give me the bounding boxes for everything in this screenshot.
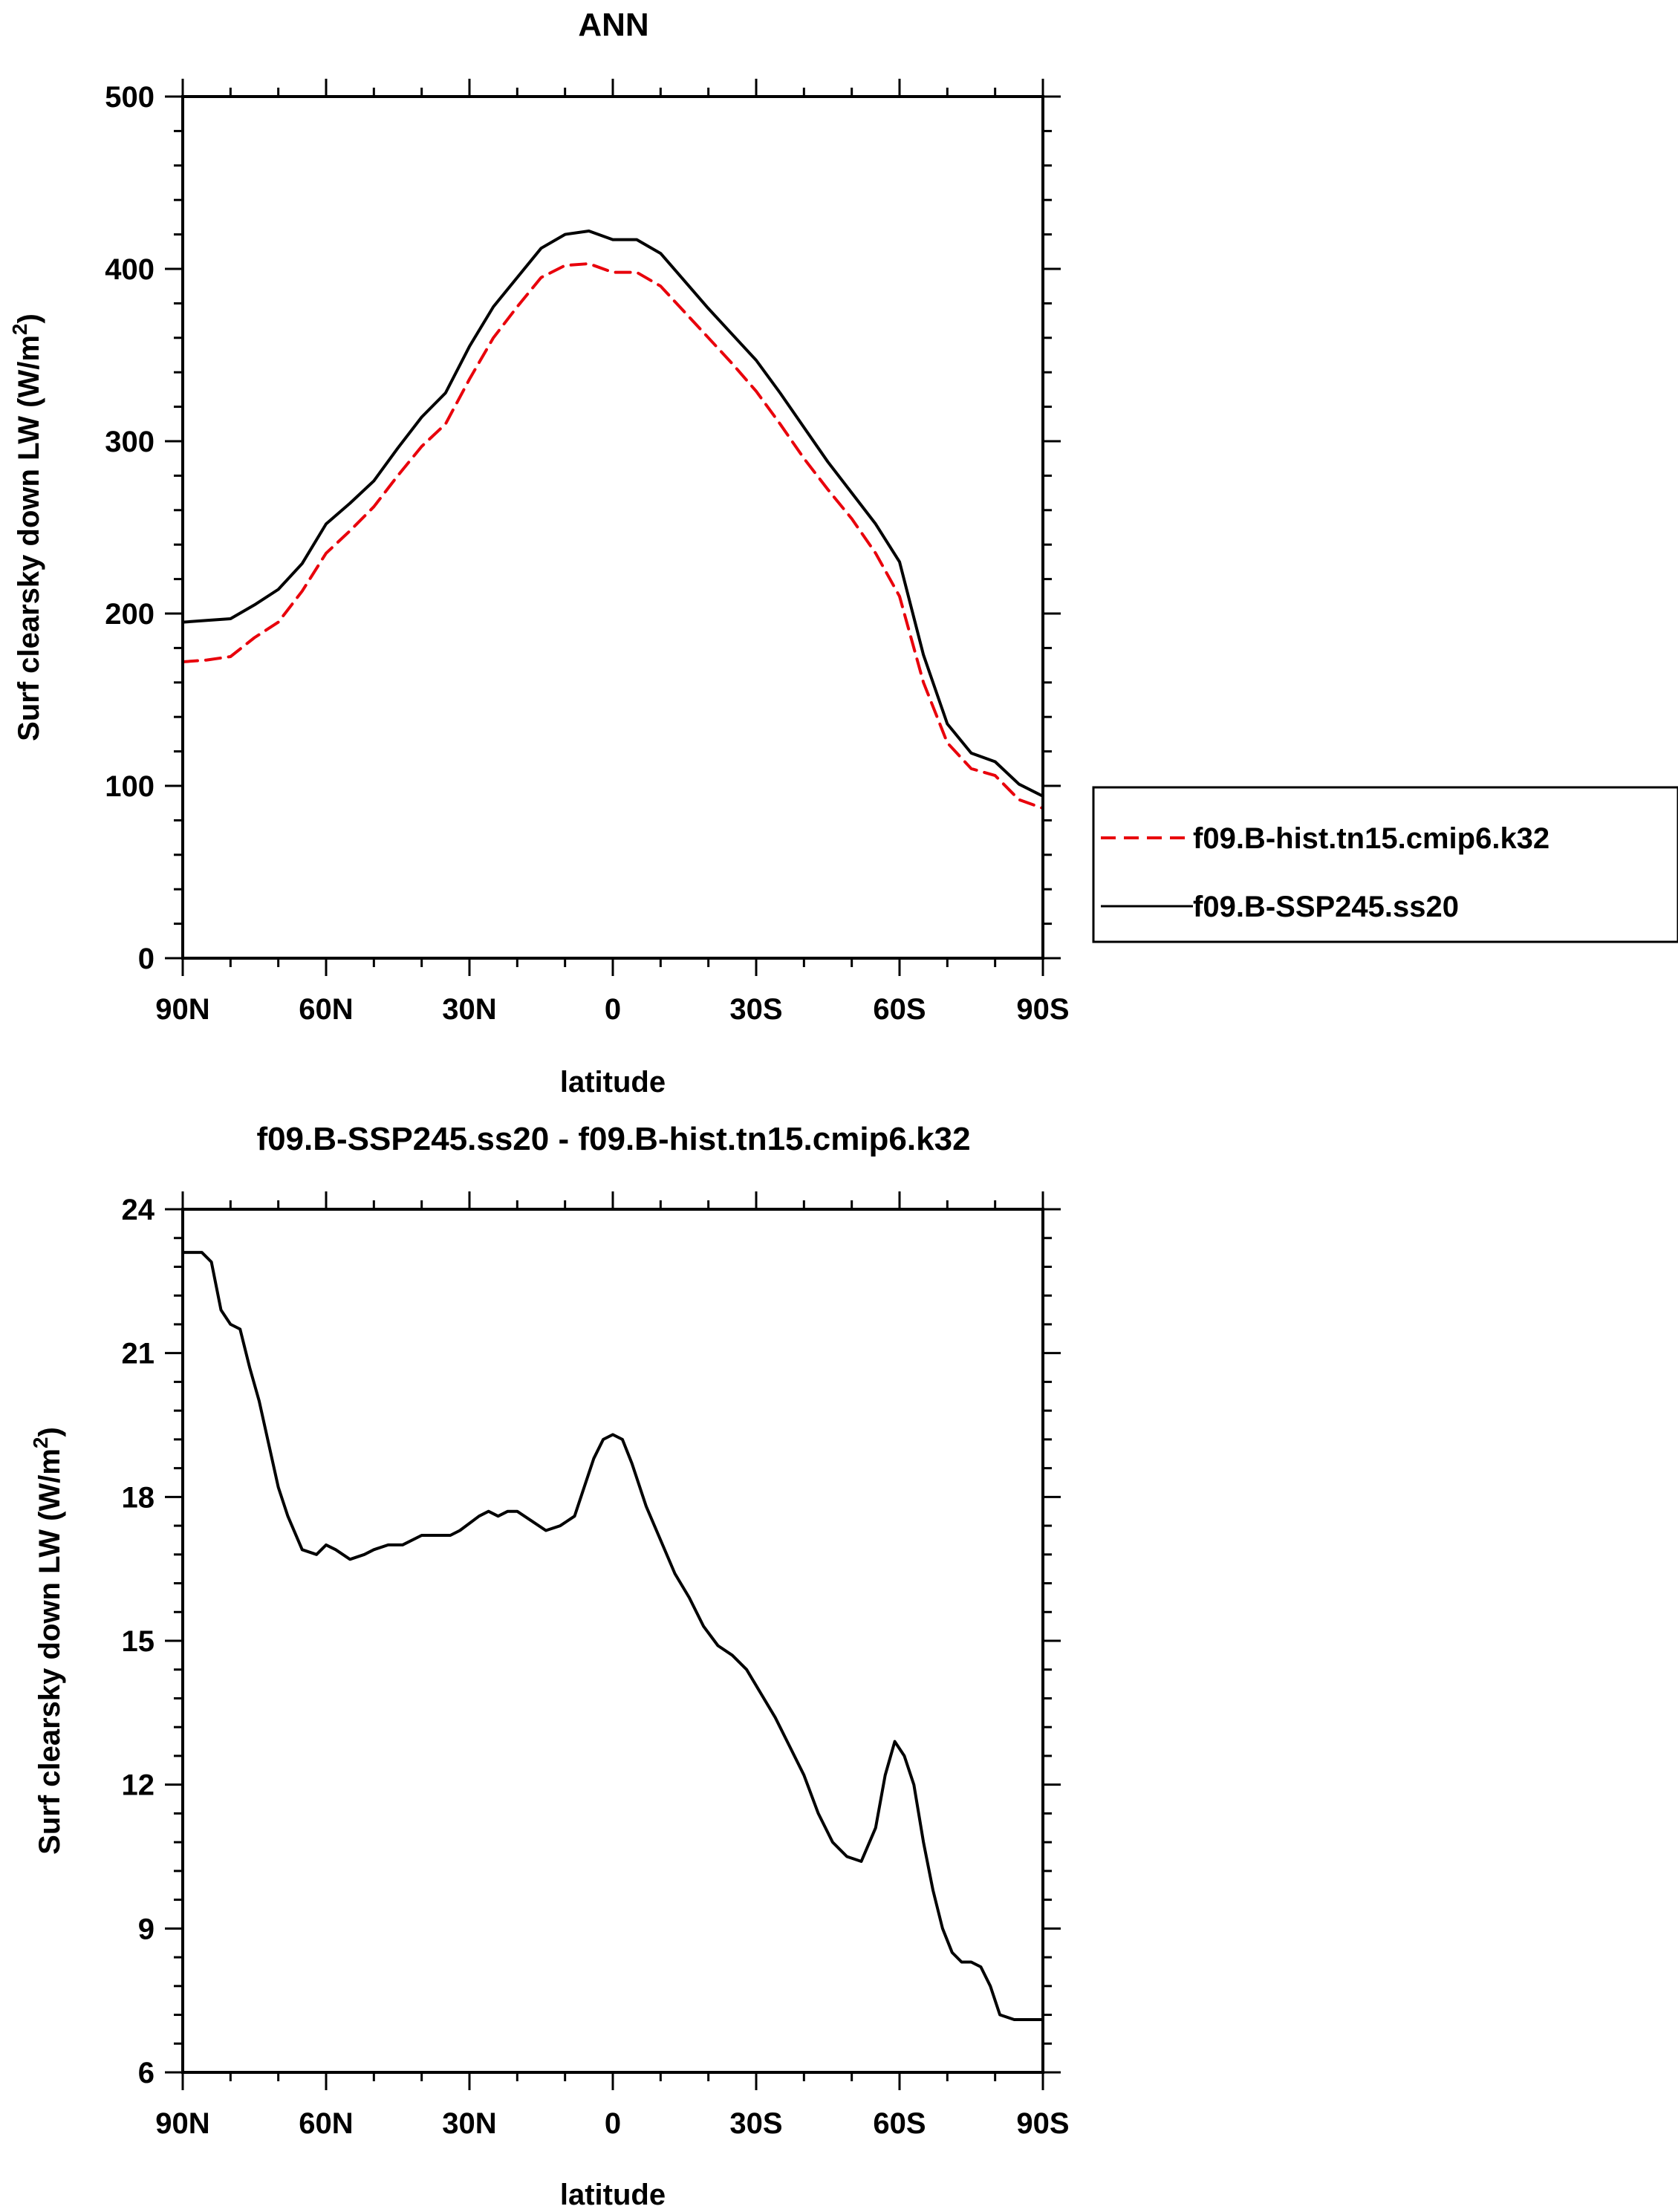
chart-top-y-tick-label: 0 (138, 943, 155, 975)
chart-top-frame (181, 95, 1044, 960)
chart-bottom-frame (181, 1208, 1044, 2074)
chart-top-series-line-2 (181, 230, 1044, 798)
chart-top-y-axis-units-close: ) (13, 313, 45, 323)
chart-top-legend: f09.B-hist.tn15.cmip6.k32 f09.B-SSP245.s… (1092, 786, 1678, 943)
chart-top-y-axis-units: (W/m (13, 335, 45, 408)
chart-top-series-group (181, 230, 1044, 810)
chart-bottom-x-tick-label: 60N (299, 2107, 353, 2140)
chart-bottom-x-tick-label: 90N (155, 2107, 209, 2140)
chart-bottom-y-tick-label: 9 (138, 1913, 155, 1945)
chart-bottom-y-tick-label: 6 (138, 2057, 155, 2089)
legend-label-hist: f09.B-hist.tn15.cmip6.k32 (1193, 822, 1549, 855)
chart-top-y-tick-label: 400 (105, 253, 155, 286)
chart-bottom-x-tick-label: 30N (442, 2107, 496, 2140)
chart-bottom-series-line-1 (181, 1251, 1044, 2021)
chart-bottom-y-tick-label: 18 (122, 1481, 155, 1514)
chart-bottom-difference: f09.B-SSP245.ss20 - f09.B-hist.tn15.cmip… (29, 1121, 1070, 2211)
chart-top-y-tick-label: 100 (105, 770, 155, 803)
chart-bottom-y-axis-label-main: Surf clearsky down LW (33, 1529, 66, 1855)
chart-bottom-y-tick-label: 24 (122, 1194, 155, 1226)
chart-bottom-x-tick-label: 90S (1016, 2107, 1069, 2140)
chart-bottom-y-tick-label: 15 (122, 1625, 155, 1658)
legend-label-ssp245: f09.B-SSP245.ss20 (1193, 891, 1459, 923)
chart-top-x-tick-label: 90S (1016, 993, 1069, 1026)
chart-top-y-tick-label: 500 (105, 81, 155, 114)
chart-top-y-axis-label-main: Surf clearsky down LW (13, 416, 45, 741)
chart-bottom-y-tick-label: 21 (122, 1338, 155, 1370)
chart-bottom-x-axis-label: latitude (560, 2179, 666, 2211)
chart-top-x-tick-label: 30S (729, 993, 782, 1026)
chart-top-x-tick-label: 90N (155, 993, 209, 1026)
chart-bottom-y-tick-label: 12 (122, 1769, 155, 1802)
chart-bottom-x-tick-label: 60S (873, 2107, 926, 2140)
chart-bottom-series-group (181, 1251, 1044, 2021)
chart-bottom-y-axis-label: Surf clearsky down LW (W/m2) (29, 1427, 66, 1855)
chart-bottom-x-tick-label: 30S (729, 2107, 782, 2140)
legend-box (1092, 786, 1678, 943)
chart-bottom-title: f09.B-SSP245.ss20 - f09.B-hist.tn15.cmip… (256, 1121, 970, 1157)
chart-bottom-x-tick-label: 0 (605, 2107, 621, 2140)
chart-top-y-axis-label: Surf clearsky down LW (W/m2) (8, 313, 45, 741)
chart-bottom-y-axis-units: (W/m (33, 1448, 66, 1521)
chart-bottom-y-axis-units-close: ) (33, 1427, 66, 1437)
chart-top-annual: ANN 90N 60N 30N 0 30S 60S 90S0100200300400500 … (8, 7, 1678, 1099)
chart-top-x-tick-label: 30N (442, 993, 496, 1026)
chart-bottom-y-axis-units-exponent: 2 (29, 1437, 52, 1448)
chart-top-y-tick-label: 200 (105, 598, 155, 631)
chart-top-x-tick-label: 60S (873, 993, 926, 1026)
chart-top-x-tick-label: 0 (605, 993, 621, 1026)
chart-top-x-axis-label: latitude (560, 1066, 666, 1099)
chart-top-title: ANN (578, 7, 648, 43)
chart-top-x-tick-label: 60N (299, 993, 353, 1026)
chart-top-y-tick-label: 300 (105, 426, 155, 458)
chart-top-y-axis-units-exponent: 2 (8, 323, 31, 335)
chart-top-series-line-1 (181, 262, 1044, 810)
